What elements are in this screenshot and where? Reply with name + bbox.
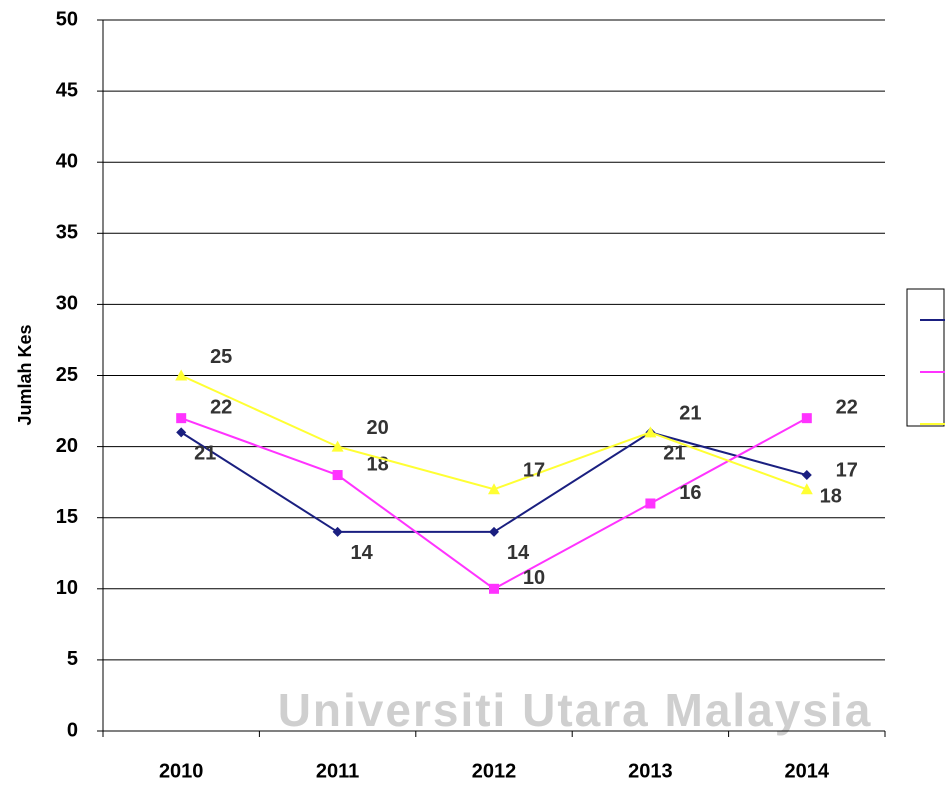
y-tick-label: 50 bbox=[56, 8, 78, 30]
data-label: 22 bbox=[836, 396, 858, 418]
data-label: 14 bbox=[350, 542, 373, 564]
y-tick-label: 35 bbox=[56, 222, 78, 244]
data-label: 20 bbox=[366, 417, 388, 439]
legend-box bbox=[906, 288, 945, 427]
marker bbox=[175, 369, 188, 381]
x-tick-label: 2011 bbox=[316, 760, 359, 782]
data-label: 22 bbox=[210, 396, 232, 418]
y-tick-label: 0 bbox=[67, 719, 78, 741]
y-tick-label: 25 bbox=[56, 364, 78, 386]
x-tick-label: 2012 bbox=[472, 760, 517, 782]
y-tick-label: 20 bbox=[56, 435, 78, 457]
marker bbox=[332, 526, 343, 537]
marker bbox=[332, 470, 343, 481]
data-label: 21 bbox=[663, 443, 685, 465]
data-label: 17 bbox=[523, 460, 545, 482]
y-tick-label: 15 bbox=[56, 506, 78, 528]
series-line bbox=[180, 417, 808, 590]
x-tick-label: 2010 bbox=[159, 760, 204, 782]
marker bbox=[176, 427, 187, 438]
data-label: 17 bbox=[836, 460, 858, 482]
series-line bbox=[180, 374, 808, 491]
series-line bbox=[180, 431, 808, 533]
x-tick-label: 2014 bbox=[785, 760, 830, 782]
marker bbox=[801, 470, 812, 481]
marker bbox=[800, 483, 813, 495]
y-tick-label: 30 bbox=[56, 293, 78, 315]
y-tick-label: 5 bbox=[67, 648, 78, 670]
marker bbox=[801, 413, 812, 424]
marker bbox=[644, 426, 657, 438]
marker bbox=[176, 413, 187, 424]
data-label: 25 bbox=[210, 346, 232, 368]
data-label: 16 bbox=[679, 482, 701, 504]
data-label: 10 bbox=[523, 567, 545, 589]
data-label: 21 bbox=[679, 403, 701, 425]
data-label: 18 bbox=[820, 485, 842, 507]
marker bbox=[488, 483, 500, 495]
y-tick-label: 10 bbox=[56, 577, 78, 599]
data-label: 14 bbox=[507, 542, 530, 564]
x-tick-label: 2013 bbox=[628, 760, 673, 782]
marker bbox=[489, 583, 499, 594]
y-axis-label: Jumlah Kes bbox=[15, 324, 35, 425]
y-tick-label: 45 bbox=[56, 79, 78, 101]
watermark: Universiti Utara Malaysia bbox=[278, 684, 873, 736]
marker bbox=[645, 498, 656, 509]
marker bbox=[489, 526, 499, 537]
marker bbox=[331, 440, 344, 452]
data-label: 21 bbox=[194, 443, 216, 465]
y-tick-label: 40 bbox=[56, 150, 78, 172]
